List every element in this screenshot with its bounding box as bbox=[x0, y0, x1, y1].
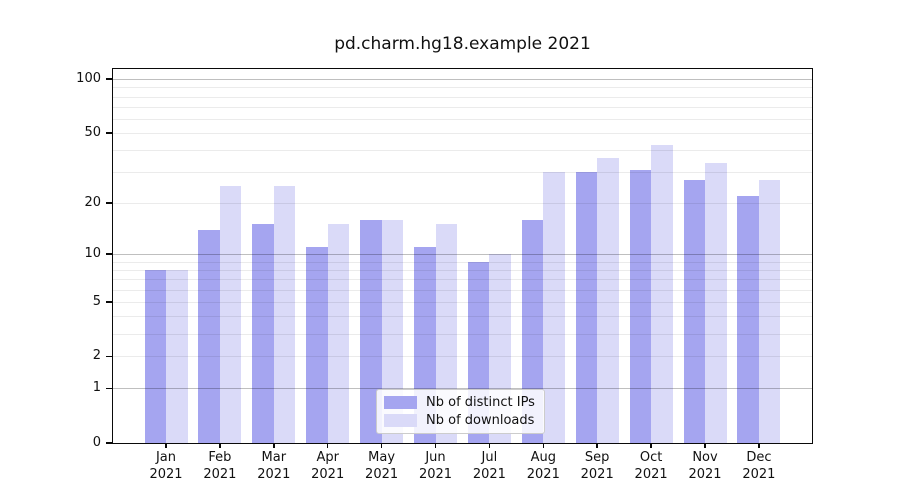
gridline-9 bbox=[113, 261, 812, 263]
x-tick-dec bbox=[758, 443, 760, 448]
x-tick-jul bbox=[488, 443, 491, 448]
x-tick-label-apr: Apr 2021 bbox=[311, 450, 345, 482]
gridline-20 bbox=[113, 203, 812, 205]
legend-label: Nb of distinct IPs bbox=[426, 395, 535, 410]
x-tick-label-jan: Jan 2021 bbox=[149, 450, 183, 482]
gridline-30 bbox=[113, 172, 812, 174]
y-tick-label-0: 0 bbox=[92, 435, 101, 450]
y-tick-100 bbox=[106, 78, 112, 80]
gridline-8 bbox=[113, 269, 812, 271]
bar-downloads-apr bbox=[327, 224, 350, 443]
y-tick-label-50: 50 bbox=[84, 125, 101, 141]
y-tick-10 bbox=[106, 253, 112, 255]
gridline-60 bbox=[113, 118, 812, 120]
y-tick-label-20: 20 bbox=[84, 195, 101, 211]
x-tick-label-may: May 2021 bbox=[365, 450, 399, 482]
legend-label: Nb of downloads bbox=[426, 413, 535, 428]
bar-downloads-jun bbox=[435, 224, 457, 443]
gridline-1 bbox=[113, 388, 812, 390]
y-tick-50 bbox=[106, 132, 112, 134]
y-tick-label-5: 5 bbox=[92, 293, 101, 309]
y-tick-5 bbox=[106, 301, 112, 303]
x-tick-label-jul: Jul 2021 bbox=[472, 450, 506, 482]
bar-distinct-ips-nov bbox=[683, 180, 705, 443]
y-tick-1 bbox=[106, 387, 112, 390]
gridline-6 bbox=[113, 289, 812, 291]
bar-downloads-nov bbox=[705, 162, 727, 443]
bar-distinct-ips-apr bbox=[306, 247, 328, 443]
x-tick-jun bbox=[434, 443, 437, 448]
y-tick-20 bbox=[106, 202, 112, 204]
bar-distinct-ips-mar bbox=[252, 224, 274, 443]
gridline-4 bbox=[113, 316, 812, 318]
x-tick-apr bbox=[326, 443, 329, 448]
x-tick-label-aug: Aug 2021 bbox=[526, 450, 560, 482]
x-tick-sep bbox=[596, 443, 598, 448]
legend-swatch-distinct-ips bbox=[384, 396, 417, 409]
gridline-7 bbox=[113, 279, 812, 281]
x-tick-mar bbox=[273, 443, 275, 448]
gridline-5 bbox=[113, 301, 812, 303]
bar-downloads-feb bbox=[219, 186, 242, 443]
bar-distinct-ips-jan bbox=[144, 269, 166, 443]
bar-distinct-ips-may bbox=[360, 219, 382, 443]
bar-downloads-mar bbox=[273, 186, 296, 443]
x-tick-label-oct: Oct 2021 bbox=[634, 450, 668, 482]
gridline-10 bbox=[113, 253, 812, 255]
y-tick-0 bbox=[106, 442, 112, 444]
y-tick-label-2: 2 bbox=[92, 348, 101, 364]
bar-downloads-oct bbox=[651, 144, 673, 443]
bar-distinct-ips-sep bbox=[575, 172, 598, 443]
legend-entry-distinct-ips: Nb of distinct IPs bbox=[384, 395, 535, 410]
gridline-2 bbox=[113, 356, 812, 358]
bar-downloads-dec bbox=[758, 180, 781, 443]
legend-swatch-downloads bbox=[384, 414, 417, 427]
y-tick-label-1: 1 bbox=[92, 380, 101, 396]
y-tick-label-100: 100 bbox=[76, 71, 101, 87]
x-tick-label-sep: Sep 2021 bbox=[580, 450, 614, 482]
bar-downloads-may bbox=[381, 219, 404, 443]
y-tick-2 bbox=[106, 355, 112, 358]
x-tick-oct bbox=[650, 443, 652, 448]
gridline-3 bbox=[113, 333, 812, 335]
y-tick-label-10: 10 bbox=[84, 245, 101, 261]
gridline-50 bbox=[113, 133, 812, 135]
x-tick-label-jun: Jun 2021 bbox=[418, 450, 453, 482]
x-tick-nov bbox=[704, 443, 706, 448]
bar-downloads-jan bbox=[166, 269, 188, 443]
legend-entry-downloads: Nb of downloads bbox=[384, 413, 535, 428]
x-tick-label-mar: Mar 2021 bbox=[257, 450, 291, 482]
bar-distinct-ips-feb bbox=[198, 229, 220, 443]
x-tick-aug bbox=[542, 443, 545, 448]
x-tick-jan bbox=[165, 443, 167, 448]
x-tick-label-dec: Dec 2021 bbox=[742, 450, 776, 482]
x-tick-label-feb: Feb 2021 bbox=[203, 450, 237, 482]
bar-distinct-ips-aug bbox=[521, 219, 544, 443]
gridline-70 bbox=[113, 107, 812, 108]
gridline-80 bbox=[113, 96, 812, 98]
legend: Nb of distinct IPs Nb of downloads bbox=[376, 389, 545, 434]
gridline-40 bbox=[113, 150, 812, 152]
x-tick-label-nov: Nov 2021 bbox=[688, 450, 722, 482]
gridline-100 bbox=[113, 79, 812, 81]
bar-distinct-ips-oct bbox=[629, 169, 652, 443]
chart-title: pd.charm.hg18.example 2021 bbox=[334, 34, 591, 54]
plot-area bbox=[113, 69, 812, 443]
x-tick-feb bbox=[219, 443, 221, 448]
bar-downloads-sep bbox=[597, 158, 619, 443]
bar-downloads-aug bbox=[543, 172, 565, 443]
x-tick-may bbox=[380, 443, 383, 448]
bar-distinct-ips-dec bbox=[737, 195, 759, 443]
gridline-90 bbox=[113, 87, 812, 89]
